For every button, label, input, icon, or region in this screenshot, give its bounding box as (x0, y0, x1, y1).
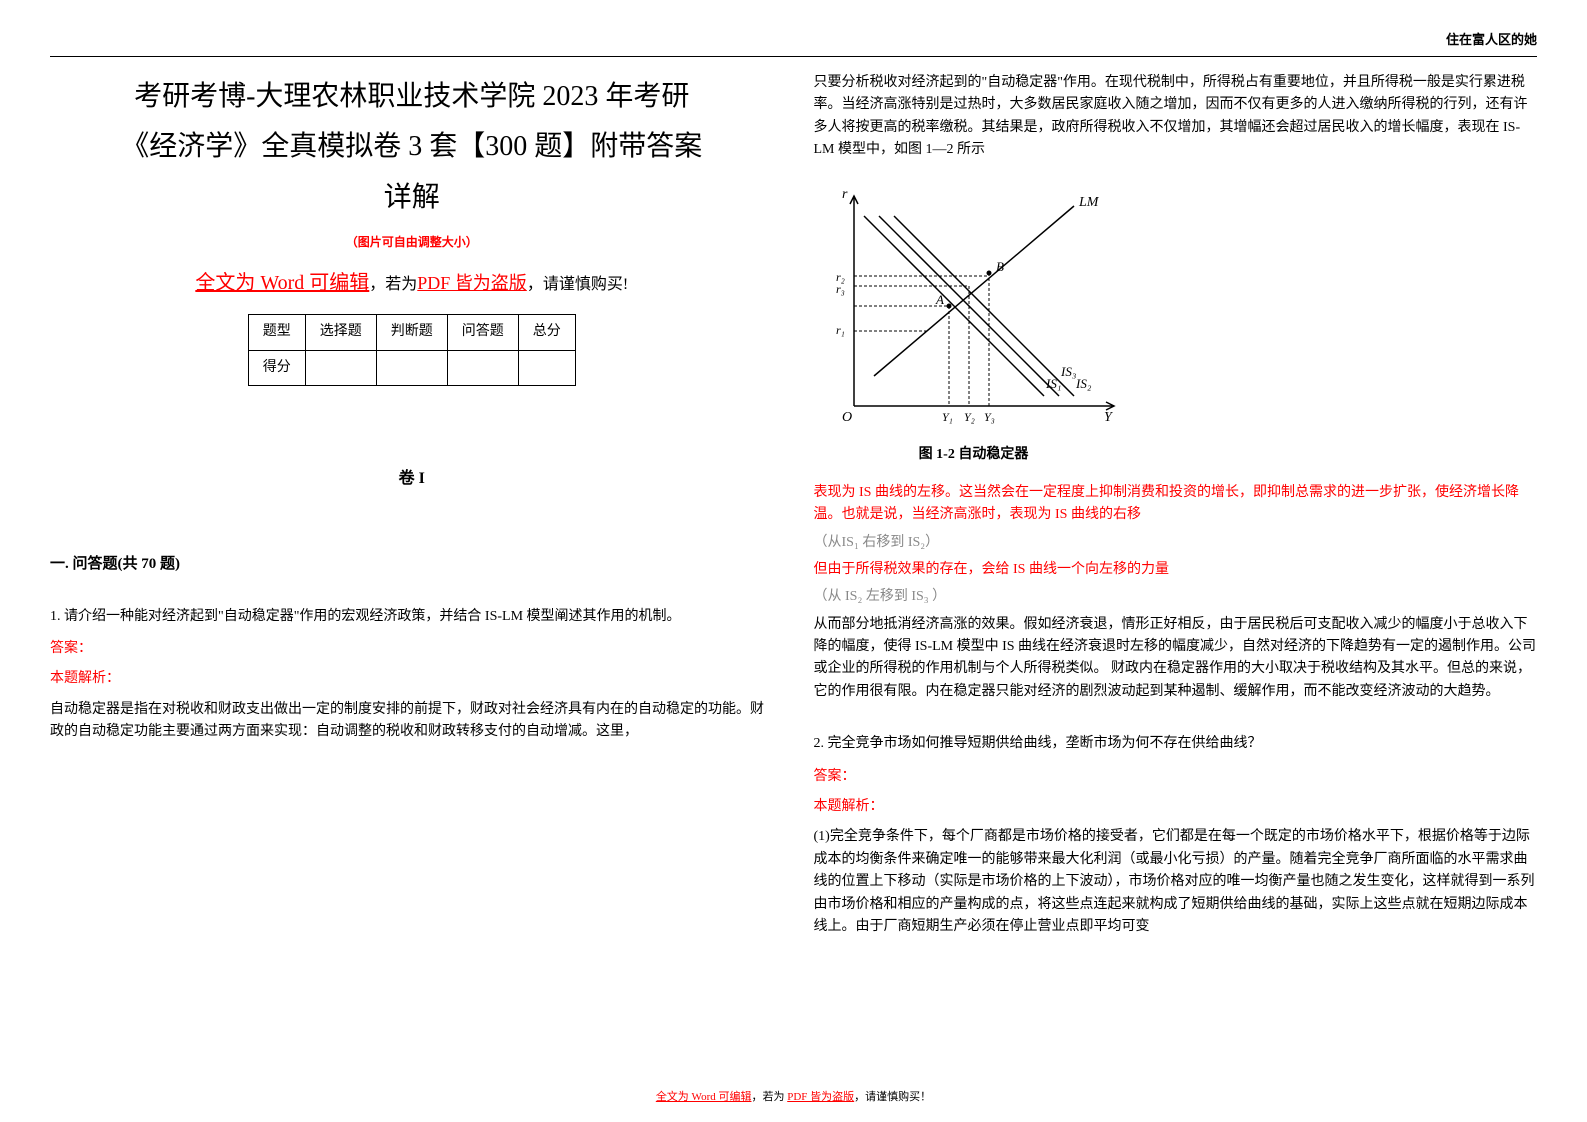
q1-analysis-text: 自动稳定器是指在对税收和财政支出做出一定的制度安排的前提下，财政对社会经济具有内… (50, 699, 774, 744)
right-p3: （从IS₁ 右移到 IS₂） (814, 532, 1538, 554)
table-header-row: 题型 选择题 判断题 问答题 总分 (248, 315, 575, 350)
right-p5: （从 IS₂ 左移到 IS₃ ） (814, 586, 1538, 608)
q1-analysis-label: 本题解析： (50, 668, 774, 690)
is-lm-chart: LM IS₁ IS₂ IS₃ A B (814, 176, 1538, 466)
question-2: 2. 完全竞争市场如何推导短期供给曲线，垄断市场为何不存在供给曲线？ (814, 733, 1538, 755)
is1-label: IS₁ (1045, 376, 1061, 391)
paper-section-label: 卷 I (50, 466, 774, 492)
score-table: 题型 选择题 判断题 问答题 总分 得分 (248, 314, 576, 386)
footer-sep2: ，请谨慎购买！ (854, 1091, 931, 1103)
td-total-score (518, 350, 575, 385)
q2-analysis-label: 本题解析： (814, 796, 1538, 818)
is3-label: IS₃ (1060, 364, 1076, 379)
right-p1: 只要分析税收对经济起到的"自动稳定器"作用。在现代税制中，所得税占有重要地位，并… (814, 72, 1538, 162)
question-1: 1. 请介绍一种能对经济起到"自动稳定器"作用的宏观经济政策，并结合 IS-LM… (50, 606, 774, 628)
th-qa: 问答题 (447, 315, 518, 350)
header-right: 住在富人区的她 (50, 30, 1537, 51)
right-column: 只要分析税收对经济起到的"自动稳定器"作用。在现代税制中，所得税占有重要地位，并… (814, 72, 1538, 939)
chart-caption: 图 1-2 自动稳定器 (814, 444, 1134, 466)
footer-pdf: PDF 皆为盗版 (787, 1091, 854, 1103)
point-b-label: B (996, 259, 1004, 274)
note-sep2: ，请谨慎购买! (527, 276, 628, 293)
r1-label: r₁ (836, 323, 845, 337)
footer-sep1: ，若为 (751, 1091, 787, 1103)
title-line-3: 详解 (50, 173, 774, 223)
y3-label: Y₃ (984, 410, 995, 424)
title-line-2: 《经济学》全真模拟卷 3 套【300 题】附带答案 (50, 122, 774, 172)
q2-analysis-text: (1)完全竞争条件下，每个厂商都是市场价格的接受者，它们都是在每一个既定的市场价… (814, 826, 1538, 938)
point-a-label: A (935, 292, 944, 307)
table-score-row: 得分 (248, 350, 575, 385)
right-p2: 表现为 IS 曲线的左移。这当然会在一定程度上抑制消费和投资的增长，即抑制总需求… (814, 482, 1538, 527)
td-qa-score (447, 350, 518, 385)
th-type: 题型 (248, 315, 305, 350)
td-score-label: 得分 (248, 350, 305, 385)
chart-svg: LM IS₁ IS₂ IS₃ A B (814, 176, 1134, 436)
is2-label: IS₂ (1075, 376, 1092, 391)
two-column-layout: 考研考博-大理农林职业技术学院 2023 年考研 《经济学》全真模拟卷 3 套【… (50, 72, 1537, 939)
lm-label: LM (1078, 195, 1100, 210)
q2-answer-label: 答案： (814, 766, 1538, 788)
main-title: 考研考博-大理农林职业技术学院 2023 年考研 《经济学》全真模拟卷 3 套【… (50, 72, 774, 223)
r3-label: r₃ (836, 282, 845, 296)
title-line-1: 考研考博-大理农林职业技术学院 2023 年考研 (50, 72, 774, 122)
r-axis-label: r (842, 187, 848, 202)
resize-note: （图片可自由调整大小） (50, 233, 774, 252)
word-editable-text: 全文为 Word 可编辑 (195, 272, 369, 294)
td-judge-score (376, 350, 447, 385)
pdf-pirate-text: PDF 皆为盗版 (417, 273, 527, 293)
footer: 全文为 Word 可编辑，若为 PDF 皆为盗版，请谨慎购买！ (0, 1089, 1587, 1107)
top-divider (50, 56, 1537, 57)
right-p4: 但由于所得税效果的存在，会给 IS 曲线一个向左移的力量 (814, 559, 1538, 581)
right-p6: 从而部分地抵消经济高涨的效果。假如经济衰退，情形正好相反，由于居民税后可支配收入… (814, 614, 1538, 704)
note-sep1: ，若为 (369, 276, 417, 293)
y2-label: Y₂ (964, 410, 975, 424)
footer-word: 全文为 Word 可编辑 (656, 1091, 752, 1103)
td-choice-score (305, 350, 376, 385)
section-1-title: 一. 问答题(共 70 题) (50, 552, 774, 576)
left-column: 考研考博-大理农林职业技术学院 2023 年考研 《经济学》全真模拟卷 3 套【… (50, 72, 774, 939)
th-total: 总分 (518, 315, 575, 350)
editable-note: 全文为 Word 可编辑，若为PDF 皆为盗版，请谨慎购买! (50, 267, 774, 299)
q1-answer-label: 答案： (50, 638, 774, 660)
origin-label: O (842, 410, 852, 425)
th-choice: 选择题 (305, 315, 376, 350)
th-judge: 判断题 (376, 315, 447, 350)
y-axis-label: Y (1104, 410, 1114, 425)
y1-label: Y₁ (942, 410, 953, 424)
